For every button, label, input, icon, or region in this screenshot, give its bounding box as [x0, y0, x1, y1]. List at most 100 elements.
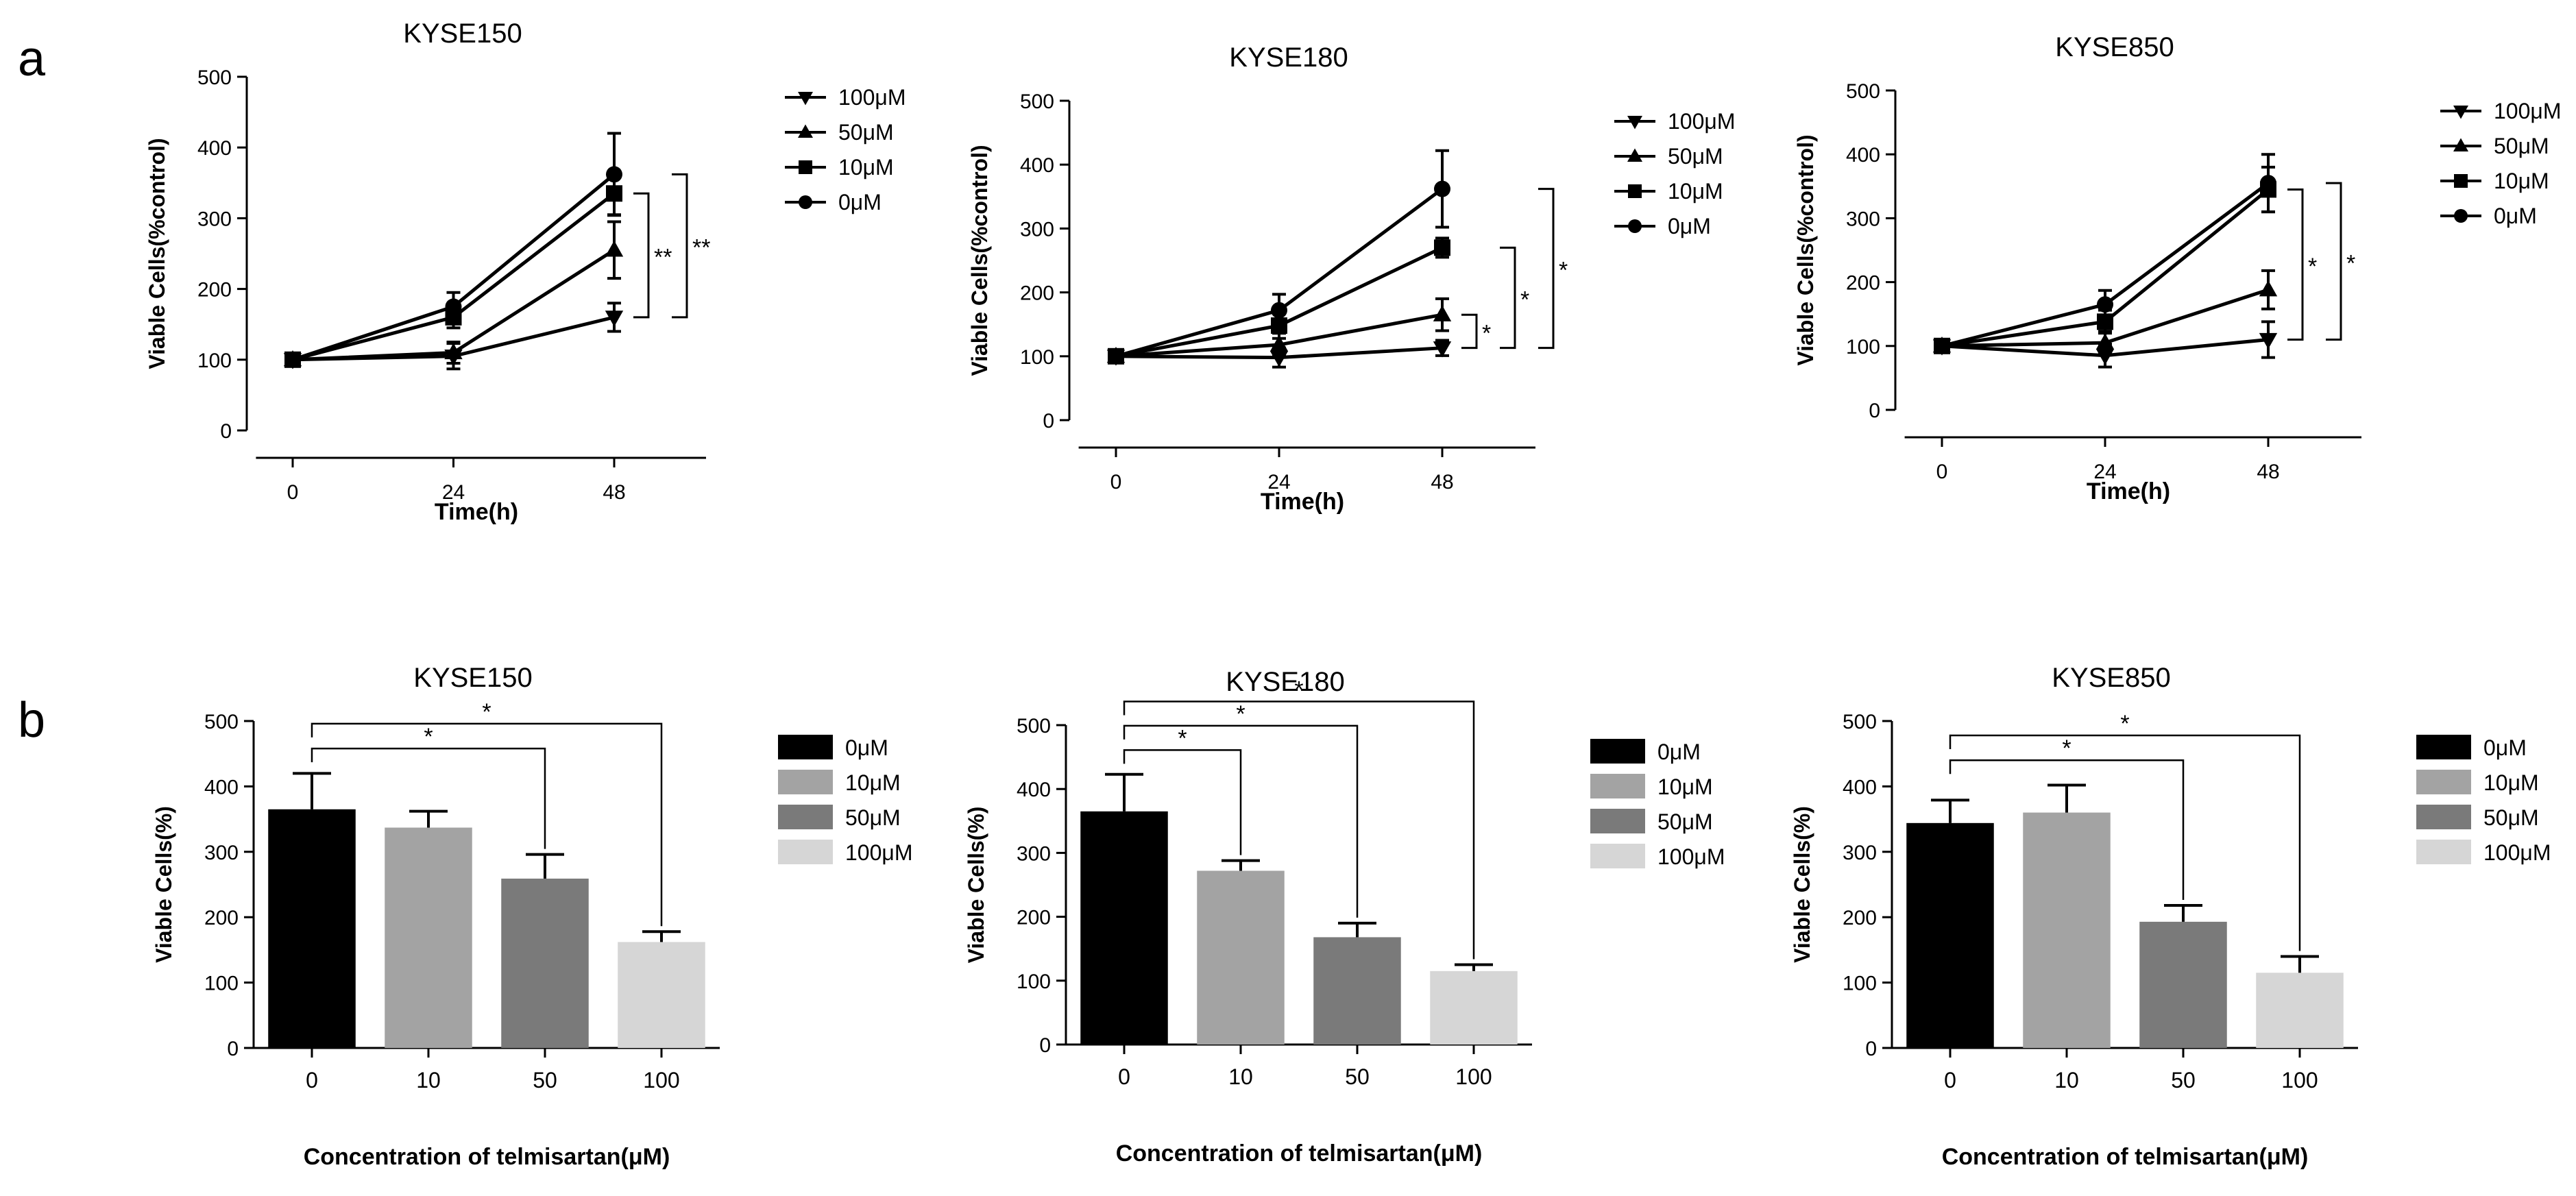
x-tick-label: 50 [533, 1068, 557, 1093]
chart-0: KYSE150 0 100 200 300 400 500 Viable Cells(%con… [145, 19, 906, 525]
significance-bracket [672, 173, 688, 319]
y-tick-label: 300 [197, 208, 232, 230]
y-axis-label: Viable Cells(%control) [1793, 134, 1818, 365]
legend-label: 100μM [1668, 109, 1735, 134]
x-tick-label: 24 [2093, 461, 2116, 483]
legend-swatch [2416, 840, 2471, 864]
y-axis-label: Viable Cells(%) [151, 806, 176, 963]
legend-swatch [778, 770, 833, 794]
legend-marker [2454, 174, 2468, 188]
x-tick-label: 0 [1944, 1068, 1956, 1093]
legend-marker [799, 195, 812, 209]
x-tick-label: 10 [2054, 1068, 2079, 1093]
significance-connector [1949, 759, 2185, 901]
legend-label: 10μM [838, 155, 894, 180]
significance-label: ** [692, 235, 710, 261]
significance-bracket [1461, 313, 1478, 350]
legend-label: 0μM [1668, 214, 1711, 239]
data-point [2260, 175, 2276, 192]
y-tick-label: 300 [204, 842, 239, 864]
legend-marker [2454, 209, 2468, 223]
data-point [605, 241, 624, 257]
legend-label: 0μM [2494, 204, 2537, 228]
legend-label: 10μM [2483, 770, 2539, 795]
y-axis-label: Viable Cells(%) [1790, 806, 1814, 963]
y-tick-label: 0 [1043, 410, 1054, 432]
legend-marker [2453, 138, 2468, 151]
chart-3: KYSE150 0 100 200 300 400 500 Viable Cells(%) 0 1… [151, 663, 912, 1170]
y-tick-label: 0 [220, 420, 232, 443]
significance-bracket [633, 192, 650, 319]
legend-marker [1628, 219, 1642, 233]
x-tick-label: 0 [1936, 461, 1948, 483]
y-tick-label: 500 [1843, 711, 1877, 733]
bar-100 [2256, 973, 2344, 1048]
x-tick-label: 50 [2171, 1068, 2196, 1093]
x-tick-label: 100 [1455, 1064, 1492, 1089]
legend-label: 100μM [2483, 840, 2551, 865]
legend-swatch [1590, 774, 1645, 798]
legend-swatch [1590, 739, 1645, 764]
data-point [2259, 332, 2278, 350]
data-point [1934, 337, 1950, 354]
legend-marker [1627, 116, 1642, 130]
y-tick-label: 500 [1846, 80, 1880, 103]
legend-swatch [2416, 770, 2471, 794]
y-tick-label: 200 [1843, 907, 1877, 929]
legend-label: 0μM [845, 735, 888, 760]
bar-10 [2023, 812, 2111, 1048]
y-tick-label: 200 [204, 907, 239, 929]
y-tick-label: 0 [227, 1038, 239, 1060]
legend-swatch [2416, 805, 2471, 829]
bar-10 [1197, 870, 1285, 1045]
legend-swatch [1590, 844, 1645, 868]
y-tick-label: 300 [1843, 842, 1877, 864]
data-point [1108, 347, 1124, 365]
y-tick-label: 500 [1017, 715, 1051, 737]
y-axis-label: Viable Cells(%control) [967, 145, 992, 376]
significance-label: * [1520, 287, 1529, 313]
data-point [445, 298, 462, 315]
chart-title: KYSE850 [2052, 663, 2170, 693]
legend-marker [798, 92, 813, 106]
chart-1: KYSE180 0 100 200 300 400 500 Viable Cells(%con… [967, 42, 1735, 515]
y-tick-label: 300 [1017, 842, 1051, 865]
significance-bracket [2287, 188, 2304, 341]
x-tick-label: 0 [306, 1068, 318, 1093]
series-line [292, 192, 616, 362]
series-line [292, 173, 616, 362]
y-tick-label: 300 [1846, 208, 1880, 230]
y-tick-label: 100 [204, 973, 239, 995]
data-point [606, 166, 622, 183]
x-axis-label: Time(h) [1261, 489, 1344, 515]
legend-label: 10μM [2494, 169, 2549, 193]
significance-label: * [2062, 735, 2071, 761]
bar-100 [618, 942, 705, 1048]
legend-label: 0μM [2483, 735, 2527, 760]
significance-label: * [1294, 677, 1303, 703]
legend-label: 50μM [2483, 805, 2539, 830]
legend-label: 100μM [1657, 844, 1725, 869]
y-tick-label: 0 [1869, 400, 1880, 422]
significance-connector [1123, 749, 1242, 855]
y-tick-label: 500 [197, 66, 232, 89]
series-3 [1934, 153, 2276, 354]
data-point [2259, 280, 2278, 297]
legend-label: 50μM [1657, 809, 1713, 834]
data-point [284, 351, 301, 368]
x-tick-label: 48 [1431, 471, 1453, 493]
chart-title: KYSE850 [2055, 32, 2174, 62]
legend-marker [1628, 184, 1642, 198]
legend-label: 0μM [1657, 740, 1701, 764]
x-axis-label: Time(h) [2087, 478, 2170, 504]
legend-swatch [778, 840, 833, 864]
chart-2: KYSE850 0 100 200 300 400 500 Viable Cells(%con… [1793, 32, 2561, 504]
y-tick-label: 400 [197, 137, 232, 160]
legend-label: 50μM [2494, 134, 2549, 158]
y-tick-label: 100 [1843, 973, 1877, 995]
significance-bracket [2326, 182, 2342, 341]
chart-title: KYSE150 [413, 663, 532, 693]
chart-title: KYSE180 [1229, 42, 1348, 73]
